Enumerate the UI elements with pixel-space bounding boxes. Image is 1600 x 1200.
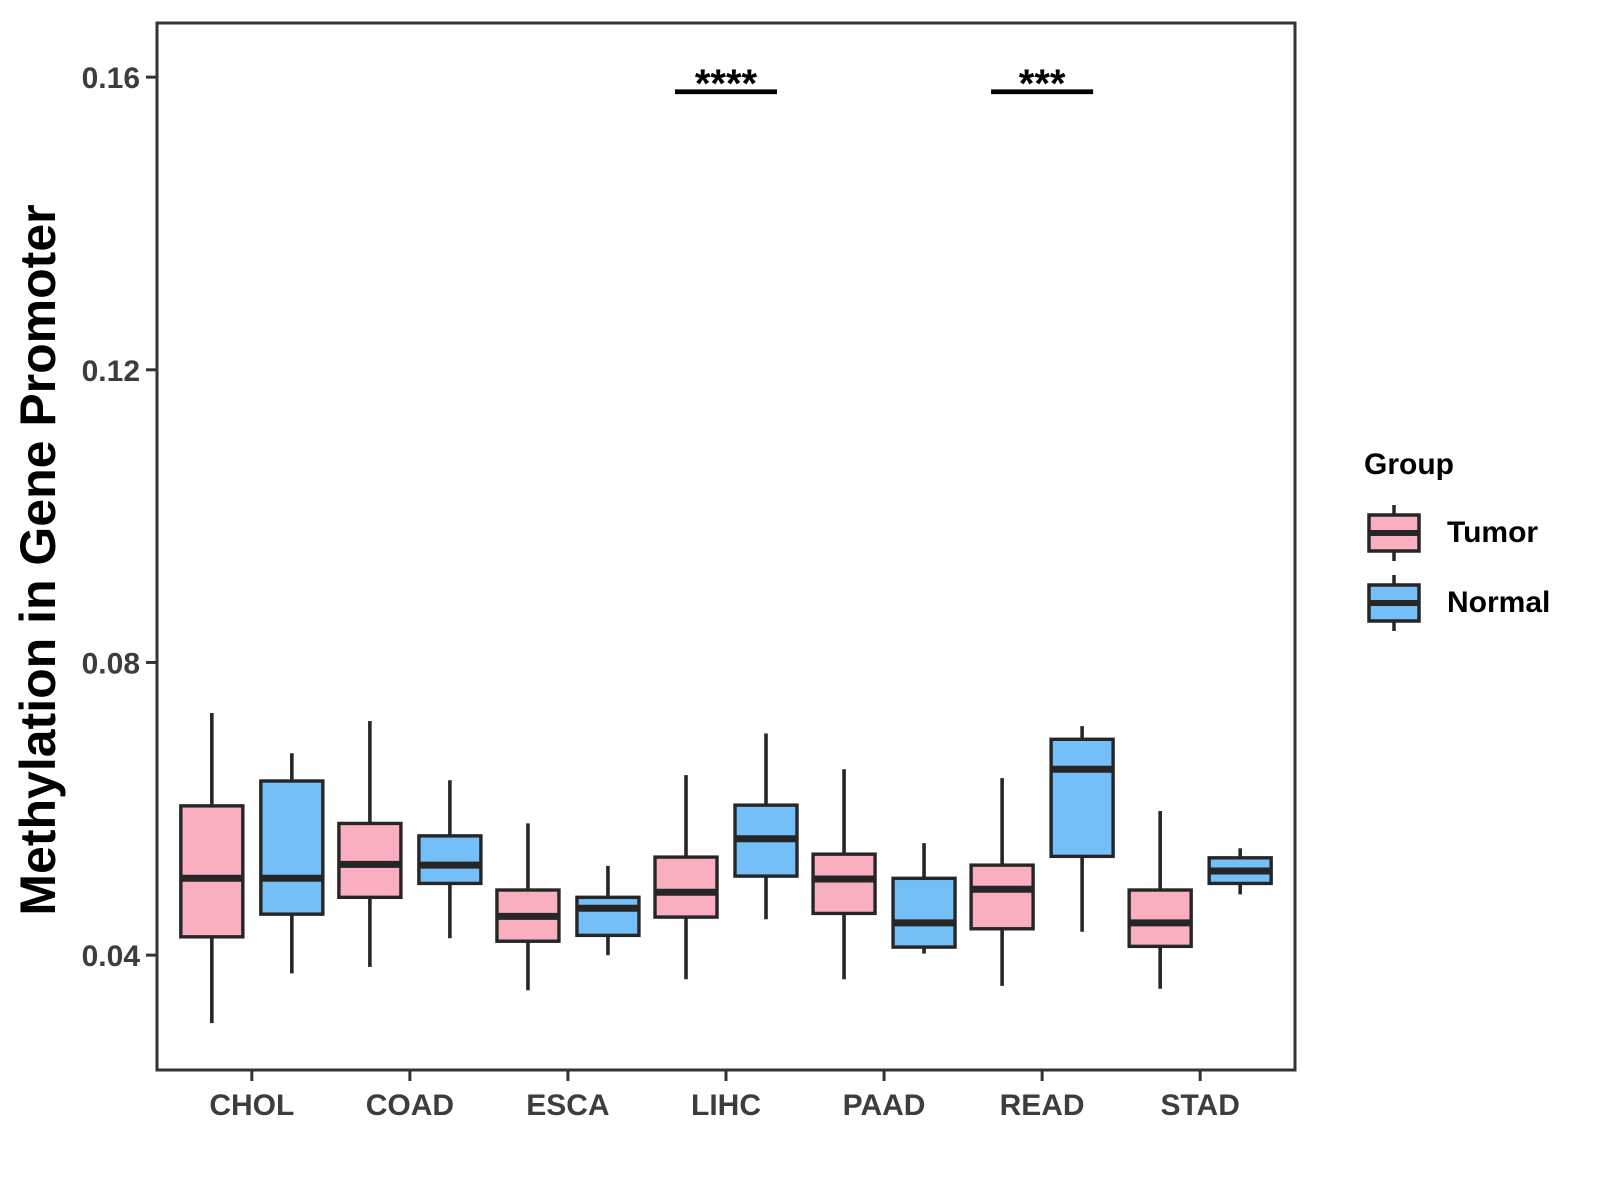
box-COAD-Tumor (337, 821, 403, 900)
legend-label-tumor: Tumor (1447, 516, 1539, 549)
y-tick-label-0.04: 0.04 (82, 940, 141, 973)
panel-border (155, 21, 1297, 1072)
legend: Group Tumor Normal (1364, 448, 1550, 644)
y-axis-title: Methylation in Gene Promoter (10, 204, 66, 915)
x-tick-label-LIHC: LIHC (691, 1089, 761, 1122)
box-PAAD-Tumor (811, 852, 877, 916)
tumor-boxplot-key-icon (1367, 505, 1421, 561)
box-READ-Normal (1049, 737, 1115, 859)
chart-generated-layer: 0.04 0.08 0.12 0.16 CHOL COAD ESCA LIHC PAAD READ… (82, 21, 1297, 1122)
box-CHOL-Tumor (179, 804, 245, 939)
box-LIHC-Tumor (653, 855, 719, 919)
legend-label-normal: Normal (1447, 586, 1551, 619)
x-tick-label-PAAD: PAAD (843, 1089, 926, 1122)
x-tick-label-CHOL: CHOL (209, 1089, 294, 1122)
significance-label-READ: *** (1019, 62, 1066, 106)
y-tick-label-0.08: 0.08 (82, 647, 140, 680)
box-PAAD-Normal (891, 876, 957, 949)
legend-title: Group (1364, 448, 1454, 481)
box-ESCA-Normal (575, 895, 641, 938)
x-tick-label-COAD: COAD (366, 1089, 454, 1122)
box-STAD-Tumor (1127, 888, 1193, 949)
box-CHOL-Normal (259, 779, 325, 916)
y-tick-label-0.16: 0.16 (82, 62, 140, 95)
normal-boxplot-key-icon (1367, 575, 1421, 631)
x-tick-label-ESCA: ESCA (526, 1089, 609, 1122)
box-COAD-Normal (417, 834, 483, 886)
legend-item-normal: Normal (1364, 574, 1550, 632)
x-tick-label-READ: READ (1000, 1089, 1085, 1122)
significance-label-LIHC: **** (695, 62, 758, 106)
legend-item-tumor: Tumor (1364, 504, 1550, 562)
x-tick-label-STAD: STAD (1160, 1089, 1239, 1122)
box-READ-Tumor (969, 863, 1035, 931)
y-tick-label-0.12: 0.12 (82, 355, 140, 388)
